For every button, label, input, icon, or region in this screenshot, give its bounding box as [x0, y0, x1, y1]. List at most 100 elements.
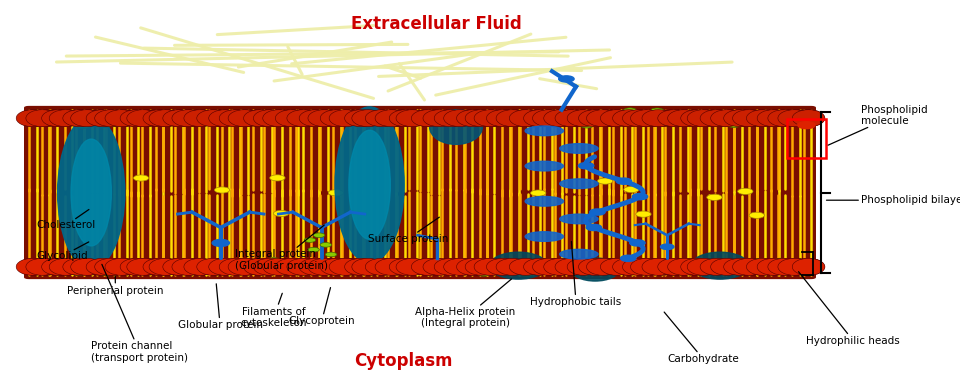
Ellipse shape — [622, 110, 655, 127]
Circle shape — [217, 261, 230, 267]
Ellipse shape — [792, 110, 825, 127]
Ellipse shape — [591, 258, 624, 275]
Ellipse shape — [732, 110, 765, 127]
Ellipse shape — [598, 258, 631, 275]
Ellipse shape — [308, 258, 341, 275]
Ellipse shape — [677, 258, 709, 275]
Ellipse shape — [208, 110, 241, 127]
Ellipse shape — [163, 258, 196, 275]
Ellipse shape — [63, 258, 96, 275]
Ellipse shape — [207, 258, 240, 275]
Circle shape — [177, 268, 190, 273]
Ellipse shape — [611, 258, 643, 275]
Circle shape — [276, 268, 290, 274]
Ellipse shape — [724, 110, 756, 127]
Text: Protein channel
(transport protein): Protein channel (transport protein) — [91, 264, 188, 363]
Ellipse shape — [173, 258, 205, 275]
Text: Hydrophilic heads: Hydrophilic heads — [799, 272, 900, 346]
Ellipse shape — [276, 110, 308, 127]
Circle shape — [624, 186, 639, 192]
Ellipse shape — [71, 139, 111, 246]
Circle shape — [642, 119, 656, 124]
Ellipse shape — [120, 258, 153, 275]
Circle shape — [99, 270, 112, 276]
Ellipse shape — [252, 258, 285, 275]
Ellipse shape — [197, 110, 229, 127]
Text: Hydrophobic tails: Hydrophobic tails — [530, 241, 622, 307]
Ellipse shape — [445, 258, 478, 275]
Ellipse shape — [197, 258, 229, 275]
Ellipse shape — [420, 258, 453, 275]
Ellipse shape — [612, 110, 645, 127]
Ellipse shape — [228, 258, 261, 275]
Ellipse shape — [571, 258, 619, 281]
Ellipse shape — [143, 110, 176, 127]
Ellipse shape — [666, 258, 699, 275]
Ellipse shape — [579, 258, 612, 275]
Ellipse shape — [162, 258, 195, 275]
Circle shape — [727, 122, 740, 127]
Ellipse shape — [624, 258, 657, 275]
Ellipse shape — [792, 258, 825, 275]
Ellipse shape — [734, 110, 767, 127]
Ellipse shape — [560, 214, 598, 224]
Ellipse shape — [430, 110, 483, 144]
Ellipse shape — [184, 110, 217, 127]
Ellipse shape — [367, 258, 399, 275]
Ellipse shape — [466, 258, 498, 275]
Ellipse shape — [555, 258, 588, 275]
Ellipse shape — [345, 110, 377, 127]
Circle shape — [597, 178, 612, 184]
Ellipse shape — [487, 258, 519, 275]
Ellipse shape — [681, 258, 713, 275]
Text: Phospholipid
molecule: Phospholipid molecule — [828, 105, 927, 145]
Ellipse shape — [564, 110, 596, 127]
Ellipse shape — [508, 258, 540, 275]
Ellipse shape — [496, 258, 529, 275]
Ellipse shape — [375, 258, 408, 275]
Ellipse shape — [434, 110, 467, 127]
Text: Glycolipid: Glycolipid — [36, 242, 88, 261]
Circle shape — [587, 224, 602, 231]
Ellipse shape — [321, 110, 353, 127]
Circle shape — [270, 175, 285, 181]
Ellipse shape — [108, 258, 140, 275]
Ellipse shape — [396, 110, 429, 127]
Ellipse shape — [253, 110, 286, 127]
Ellipse shape — [464, 110, 496, 127]
Ellipse shape — [40, 110, 73, 127]
Circle shape — [313, 233, 324, 238]
Ellipse shape — [466, 110, 498, 127]
Ellipse shape — [412, 258, 444, 275]
Ellipse shape — [445, 110, 478, 127]
Ellipse shape — [657, 110, 689, 127]
Circle shape — [107, 121, 120, 127]
Circle shape — [98, 122, 111, 128]
Ellipse shape — [49, 258, 82, 275]
Ellipse shape — [141, 110, 174, 127]
Ellipse shape — [243, 110, 276, 127]
Circle shape — [351, 120, 365, 125]
Ellipse shape — [335, 107, 404, 263]
Circle shape — [325, 252, 337, 257]
Ellipse shape — [578, 258, 611, 275]
Circle shape — [559, 76, 574, 82]
Ellipse shape — [49, 258, 82, 275]
Ellipse shape — [95, 110, 128, 127]
Ellipse shape — [143, 258, 176, 275]
Ellipse shape — [778, 110, 810, 127]
Ellipse shape — [172, 110, 204, 127]
Ellipse shape — [758, 258, 791, 275]
Circle shape — [755, 258, 768, 264]
Ellipse shape — [587, 258, 619, 275]
Ellipse shape — [120, 110, 153, 127]
Ellipse shape — [545, 258, 578, 275]
Circle shape — [520, 271, 534, 277]
Ellipse shape — [525, 196, 564, 206]
Ellipse shape — [97, 110, 130, 127]
Ellipse shape — [243, 258, 276, 275]
Ellipse shape — [560, 179, 598, 189]
Bar — [787, 119, 826, 158]
Ellipse shape — [611, 110, 643, 127]
Ellipse shape — [490, 110, 522, 127]
